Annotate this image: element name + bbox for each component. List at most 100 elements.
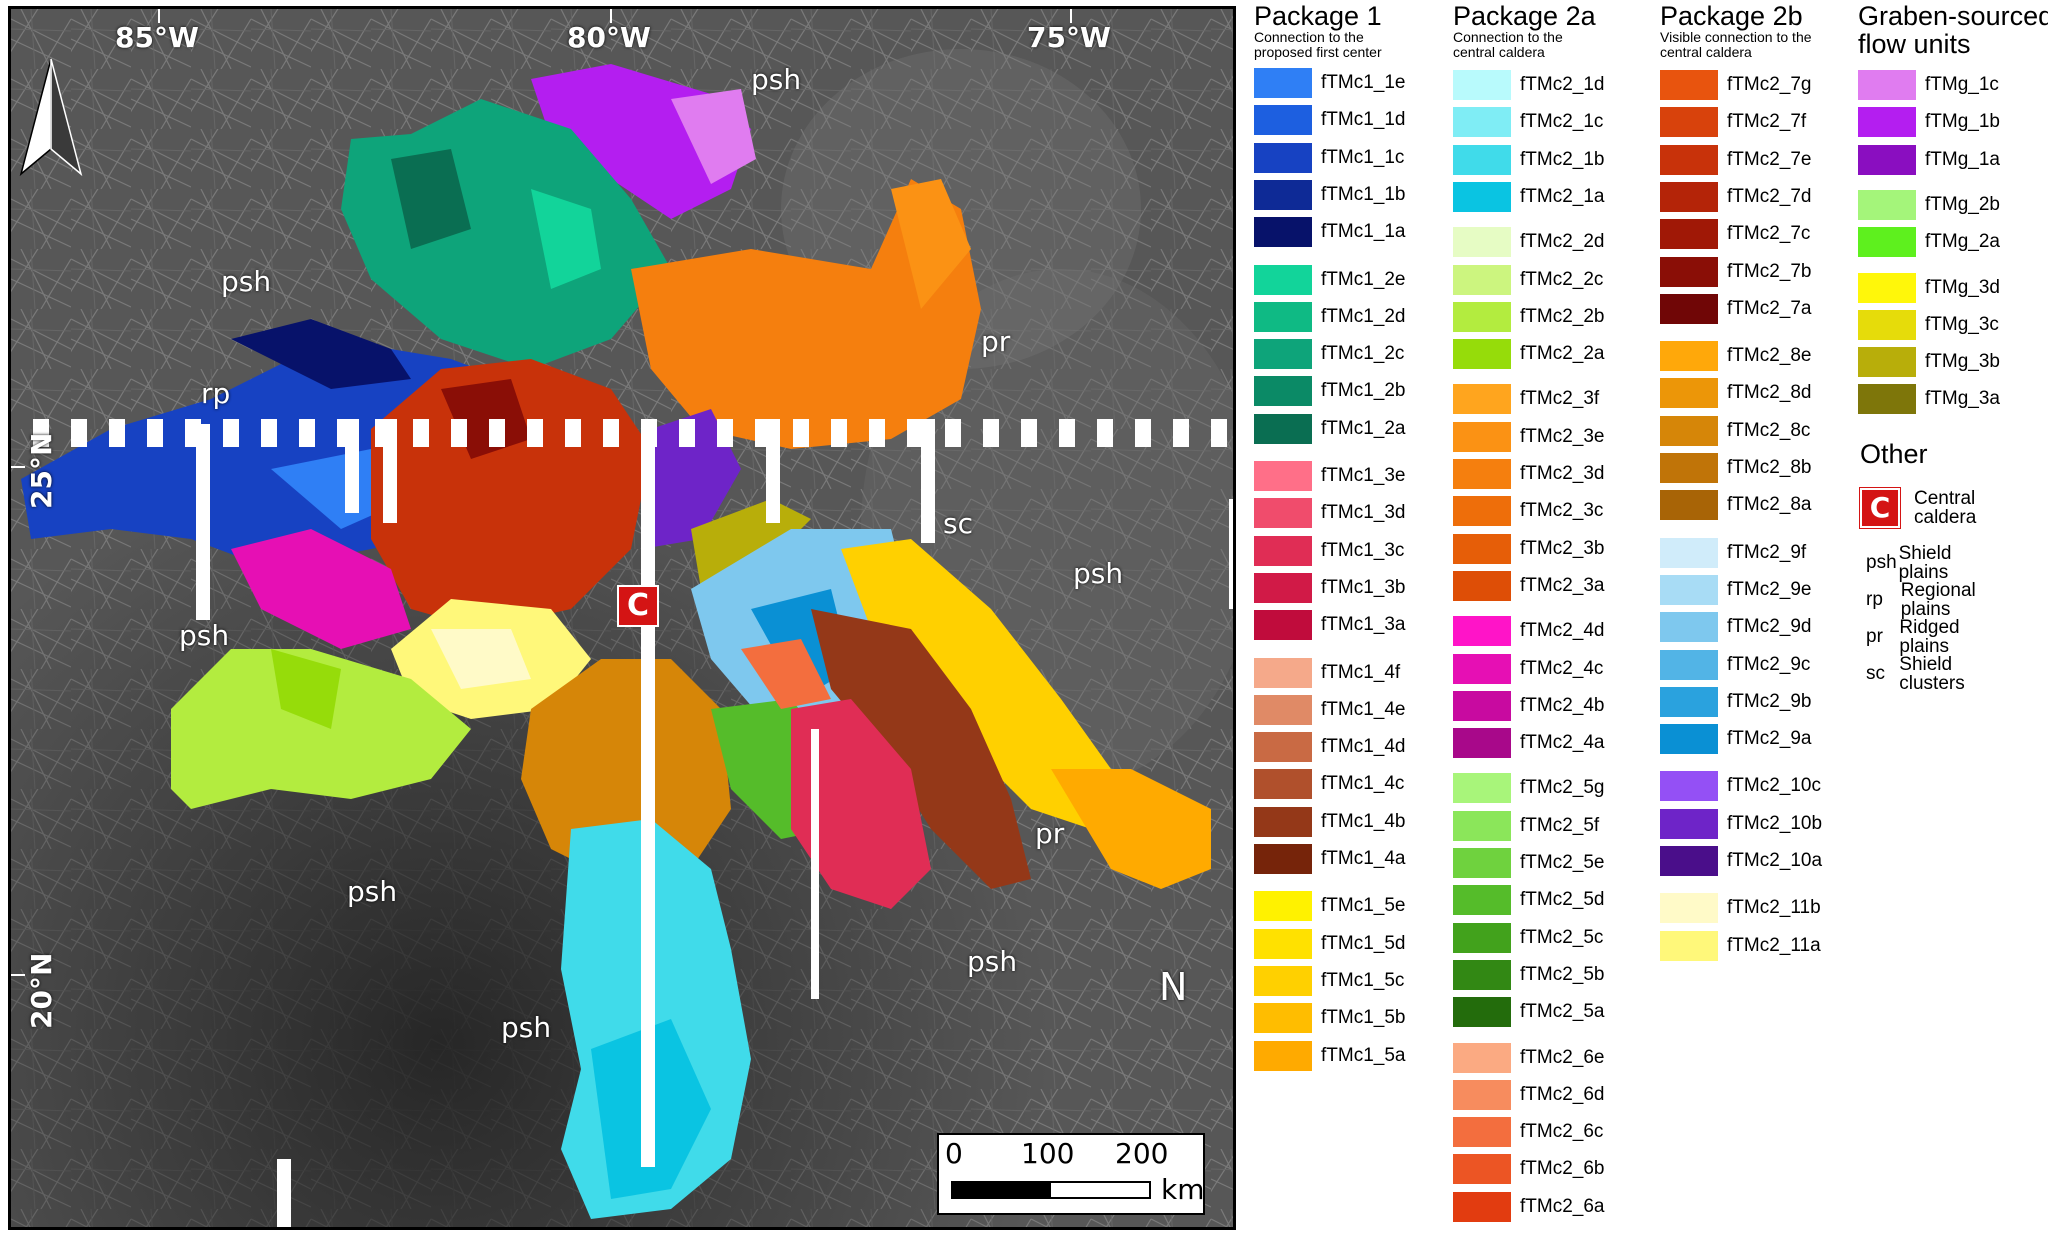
legend-item: fTMc2_4d <box>1453 616 1605 647</box>
legend-item: fTMg_3a <box>1858 384 2000 415</box>
legend-label: fTMc1_2b <box>1321 380 1406 402</box>
legend-label: fTMc2_6b <box>1520 1158 1605 1180</box>
legend-label: fTMc1_5d <box>1321 932 1406 954</box>
legend-label: fTMg_2b <box>1925 193 2000 215</box>
legend-item: fTMc1_2d <box>1254 301 1406 332</box>
unit-label-pr: pr <box>1035 817 1065 850</box>
unit-label-sc: sc <box>943 507 973 540</box>
legend-swatch <box>1858 107 1916 138</box>
legend-label: Shield clusters <box>1899 654 1965 694</box>
legend-item: fTMc2_9d <box>1660 612 1811 643</box>
legend-item-pr: pr Ridged plains <box>1866 618 1976 656</box>
legend-item: fTMc2_6a <box>1453 1191 1604 1222</box>
data-gap-dashes <box>33 419 1227 447</box>
legend-label: fTMc1_3c <box>1321 539 1405 561</box>
legend-item: fTMc2_1c <box>1453 107 1603 138</box>
legend-item: fTMc2_3e <box>1453 421 1604 452</box>
legend-item: fTMc2_6e <box>1453 1042 1605 1073</box>
legend-item: fTMc1_1d <box>1254 105 1405 136</box>
legend-swatch <box>1453 1154 1511 1185</box>
legend-swatch <box>1660 686 1718 717</box>
legend-item: fTMc2_5a <box>1453 997 1604 1028</box>
legend-swatch <box>1453 107 1511 138</box>
legend-item: fTMc2_7f <box>1660 107 1806 138</box>
legend-swatch <box>1453 922 1511 953</box>
legend-item: fTMc2_4b <box>1453 690 1605 721</box>
legend-label: fTMc1_3a <box>1321 614 1406 636</box>
legend-label: fTMc2_4b <box>1520 694 1605 716</box>
legend-swatch <box>1254 217 1312 248</box>
north-label: N <box>1159 965 1188 1009</box>
legend-item: fTMc2_9f <box>1660 537 1807 568</box>
legend-label: fTMc2_3f <box>1520 388 1600 410</box>
legend-swatch <box>1453 227 1511 258</box>
legend-label: fTMc1_1a <box>1321 221 1406 243</box>
legend-swatch <box>1453 773 1511 804</box>
legend-item: fTMc2_1a <box>1453 181 1604 212</box>
legend-label: fTMc2_9c <box>1727 653 1811 675</box>
legend-item: fTMc1_5d <box>1254 928 1406 959</box>
legend-label: fTMc2_5b <box>1520 963 1605 985</box>
legend-swatch <box>1660 70 1718 100</box>
legend-item: fTMc2_3c <box>1453 496 1603 527</box>
legend-label: fTMc2_7d <box>1727 185 1812 207</box>
legend-label: fTMc2_9a <box>1727 728 1812 750</box>
longitude-label-80w: 80°W <box>567 21 651 54</box>
legend-label: fTMc2_10a <box>1727 850 1823 871</box>
radar-map: 85°W 80°W 75°W 25°N 20°N psh psh rp pr s… <box>8 6 1236 1230</box>
legend-swatch <box>1254 376 1312 407</box>
legend-swatch <box>1453 1117 1511 1148</box>
legend-label: fTMc2_5e <box>1520 852 1605 873</box>
scale-tick-0: 0 <box>945 1137 963 1170</box>
legend-swatch <box>1660 808 1718 839</box>
legend-label: fTMc2_5d <box>1520 889 1605 911</box>
legend-swatch <box>1453 848 1511 878</box>
legend-item: fTMc2_2d <box>1453 227 1604 258</box>
legend-label: fTMc1_1c <box>1321 146 1405 168</box>
legend-other: Other C Central caldera psh Shield plain… <box>1859 440 1976 693</box>
legend-swatch <box>1453 384 1511 415</box>
legend-label: fTMc2_3a <box>1520 574 1605 596</box>
legend-subtitle-line: Visible connection to the <box>1660 29 1812 45</box>
legend-item: fTMc1_4e <box>1254 694 1406 725</box>
legend-label: fTMc2_7g <box>1727 74 1812 95</box>
legend-item: fTMc1_1c <box>1254 142 1405 173</box>
legend-abbr: sc <box>1866 663 1885 684</box>
legend-item: fTMc2_2a <box>1453 339 1604 370</box>
legend-package-2a: Package 2a Connection to the central cal… <box>1453 0 1604 1222</box>
legend-label: fTMc2_6e <box>1520 1046 1605 1068</box>
legend-item: fTMc2_3f <box>1453 384 1600 415</box>
legend-swatch <box>1453 181 1511 212</box>
flow-fTMc1-3 <box>791 699 931 909</box>
legend-swatch <box>1453 728 1511 759</box>
legend-swatch <box>1453 421 1511 452</box>
legend-swatch <box>1660 893 1718 924</box>
legend-swatch <box>1254 179 1312 210</box>
legend-label: fTMc1_2a <box>1321 417 1406 439</box>
legend-label: Ridged plains <box>1899 617 1960 657</box>
legend-item: fTMc2_8c <box>1660 415 1810 446</box>
legend-item: fTMc2_10b <box>1660 808 1822 839</box>
legend-item-psh: psh Shield plains <box>1866 544 1969 582</box>
legend-swatch <box>1660 415 1718 446</box>
legend-swatch <box>1254 572 1312 603</box>
legend-label: fTMc2_9f <box>1727 541 1807 563</box>
legend-label: fTMc2_4d <box>1520 620 1605 642</box>
legend-label: fTMc2_5c <box>1520 926 1604 948</box>
caldera-icon: C <box>1859 487 1901 529</box>
legend-item: fTMc1_2c <box>1254 339 1404 370</box>
legend-item: fTMc1_3e <box>1254 461 1405 491</box>
legend-swatch <box>1254 694 1312 725</box>
legend-item: fTMc1_2e <box>1254 264 1405 295</box>
legend-swatch <box>1254 535 1312 566</box>
legend-label: fTMc2_7a <box>1727 297 1812 319</box>
legend-item: fTMc2_8d <box>1660 378 1811 409</box>
legend-label: fTMc1_2d <box>1321 305 1406 327</box>
legend-item: fTMc1_2b <box>1254 376 1406 407</box>
legend-label: fTMc1_4e <box>1321 698 1406 720</box>
legend-swatch <box>1660 219 1718 250</box>
flow-fTMc2-8 <box>521 659 731 879</box>
legend-label: fTMc2_4a <box>1520 732 1605 754</box>
legend-label: fTMc1_5e <box>1321 895 1406 917</box>
legend-label: fTMc1_1e <box>1321 72 1406 93</box>
